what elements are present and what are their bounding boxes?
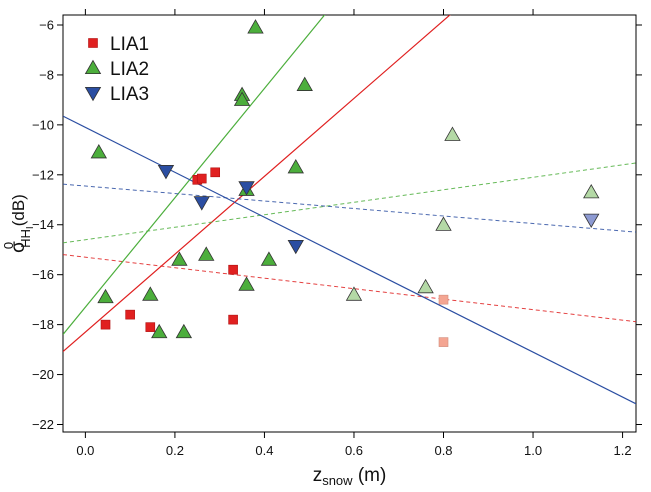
lia3-point: [157, 165, 175, 180]
y-tick-label: −14: [32, 217, 54, 232]
lia2-fit-solid-line: [63, 15, 326, 335]
lia2-faded-point: [583, 183, 600, 199]
y-tick-label: −18: [32, 317, 54, 332]
y-tick-label: −16: [32, 267, 54, 282]
lia2-point: [175, 323, 193, 339]
lia2-faded-point: [345, 286, 363, 301]
y-tick-label: −20: [32, 367, 54, 382]
lia3-legend-marker: [84, 86, 102, 102]
lia2-point: [171, 251, 188, 266]
data-points: [90, 19, 600, 347]
y-tick-label: −12: [32, 167, 54, 182]
lia1-point: [228, 264, 238, 275]
x-tick-label: 0.4: [255, 443, 273, 458]
lia1-legend-marker: [88, 38, 98, 48]
lia3-fit-solid-line: [63, 115, 636, 405]
lia2-point: [287, 159, 304, 174]
lia1-faded-point: [438, 294, 449, 305]
lia2-point: [238, 276, 255, 291]
lia1-point: [210, 167, 221, 178]
lia3-fit-dashed-line: [63, 183, 636, 233]
lia2-point: [90, 144, 108, 159]
lia2-faded-point: [444, 126, 461, 141]
x-axis-label: zsnow (m): [313, 465, 387, 488]
lia2-point: [151, 323, 168, 339]
lia2-point: [233, 91, 251, 106]
lia1-point: [125, 309, 135, 320]
lia2-faded-point: [417, 278, 434, 294]
x-tick-label: 0.0: [76, 443, 94, 458]
axis-labels: zsnow (m) σ0 HHI(dB): [1, 194, 386, 488]
lia1-legend-label: LIA1: [110, 34, 149, 55]
lia1-point: [100, 319, 111, 330]
lia2-point: [97, 288, 114, 304]
lia2-legend-marker: [84, 59, 102, 75]
fit-lines: [63, 15, 636, 405]
y-tick-label: −6: [39, 17, 54, 32]
lia2-point: [247, 19, 264, 34]
lia2-point: [142, 286, 159, 301]
axes: 0.0 0.2 0.4 0.6 0.8 1.0 1.2 −22 −20 −18 −16 −14 −12 −…: [32, 9, 642, 458]
lia1-fit-dashed-line: [63, 254, 636, 323]
lia2-point: [260, 251, 278, 266]
lia2-fit-dashed-line: [63, 162, 636, 244]
y-tick-label: −22: [32, 417, 54, 432]
lia1-point: [196, 173, 207, 184]
y-tick-label: −10: [32, 117, 54, 132]
lia1-faded-point: [438, 337, 449, 347]
lia3-faded-point: [583, 213, 600, 229]
lia2-point: [198, 246, 215, 261]
x-tick-label: 0.6: [345, 443, 363, 458]
x-tick-label: 0.2: [166, 443, 184, 458]
legend: LIA1 LIA2 LIA3: [84, 34, 149, 105]
x-tick-label: 1.0: [524, 443, 542, 458]
lia1-fit-solid-line: [63, 15, 451, 353]
lia2-faded-point: [435, 216, 452, 231]
lia1-point: [145, 322, 156, 332]
lia2-point: [296, 76, 313, 91]
lia3-legend-label: LIA3: [110, 84, 149, 105]
lia3-point: [238, 181, 255, 196]
plot-frame: [62, 14, 637, 433]
y-tick-label: −8: [39, 67, 54, 82]
x-tick-label: 1.2: [614, 443, 632, 458]
lia3-point: [287, 239, 304, 255]
lia1-point: [228, 314, 238, 325]
lia3-point: [193, 196, 210, 211]
x-tick-label: 0.8: [434, 443, 452, 458]
y-axis-label: σ0 HHI(dB): [1, 194, 36, 253]
lia2-legend-label: LIA2: [110, 59, 149, 80]
